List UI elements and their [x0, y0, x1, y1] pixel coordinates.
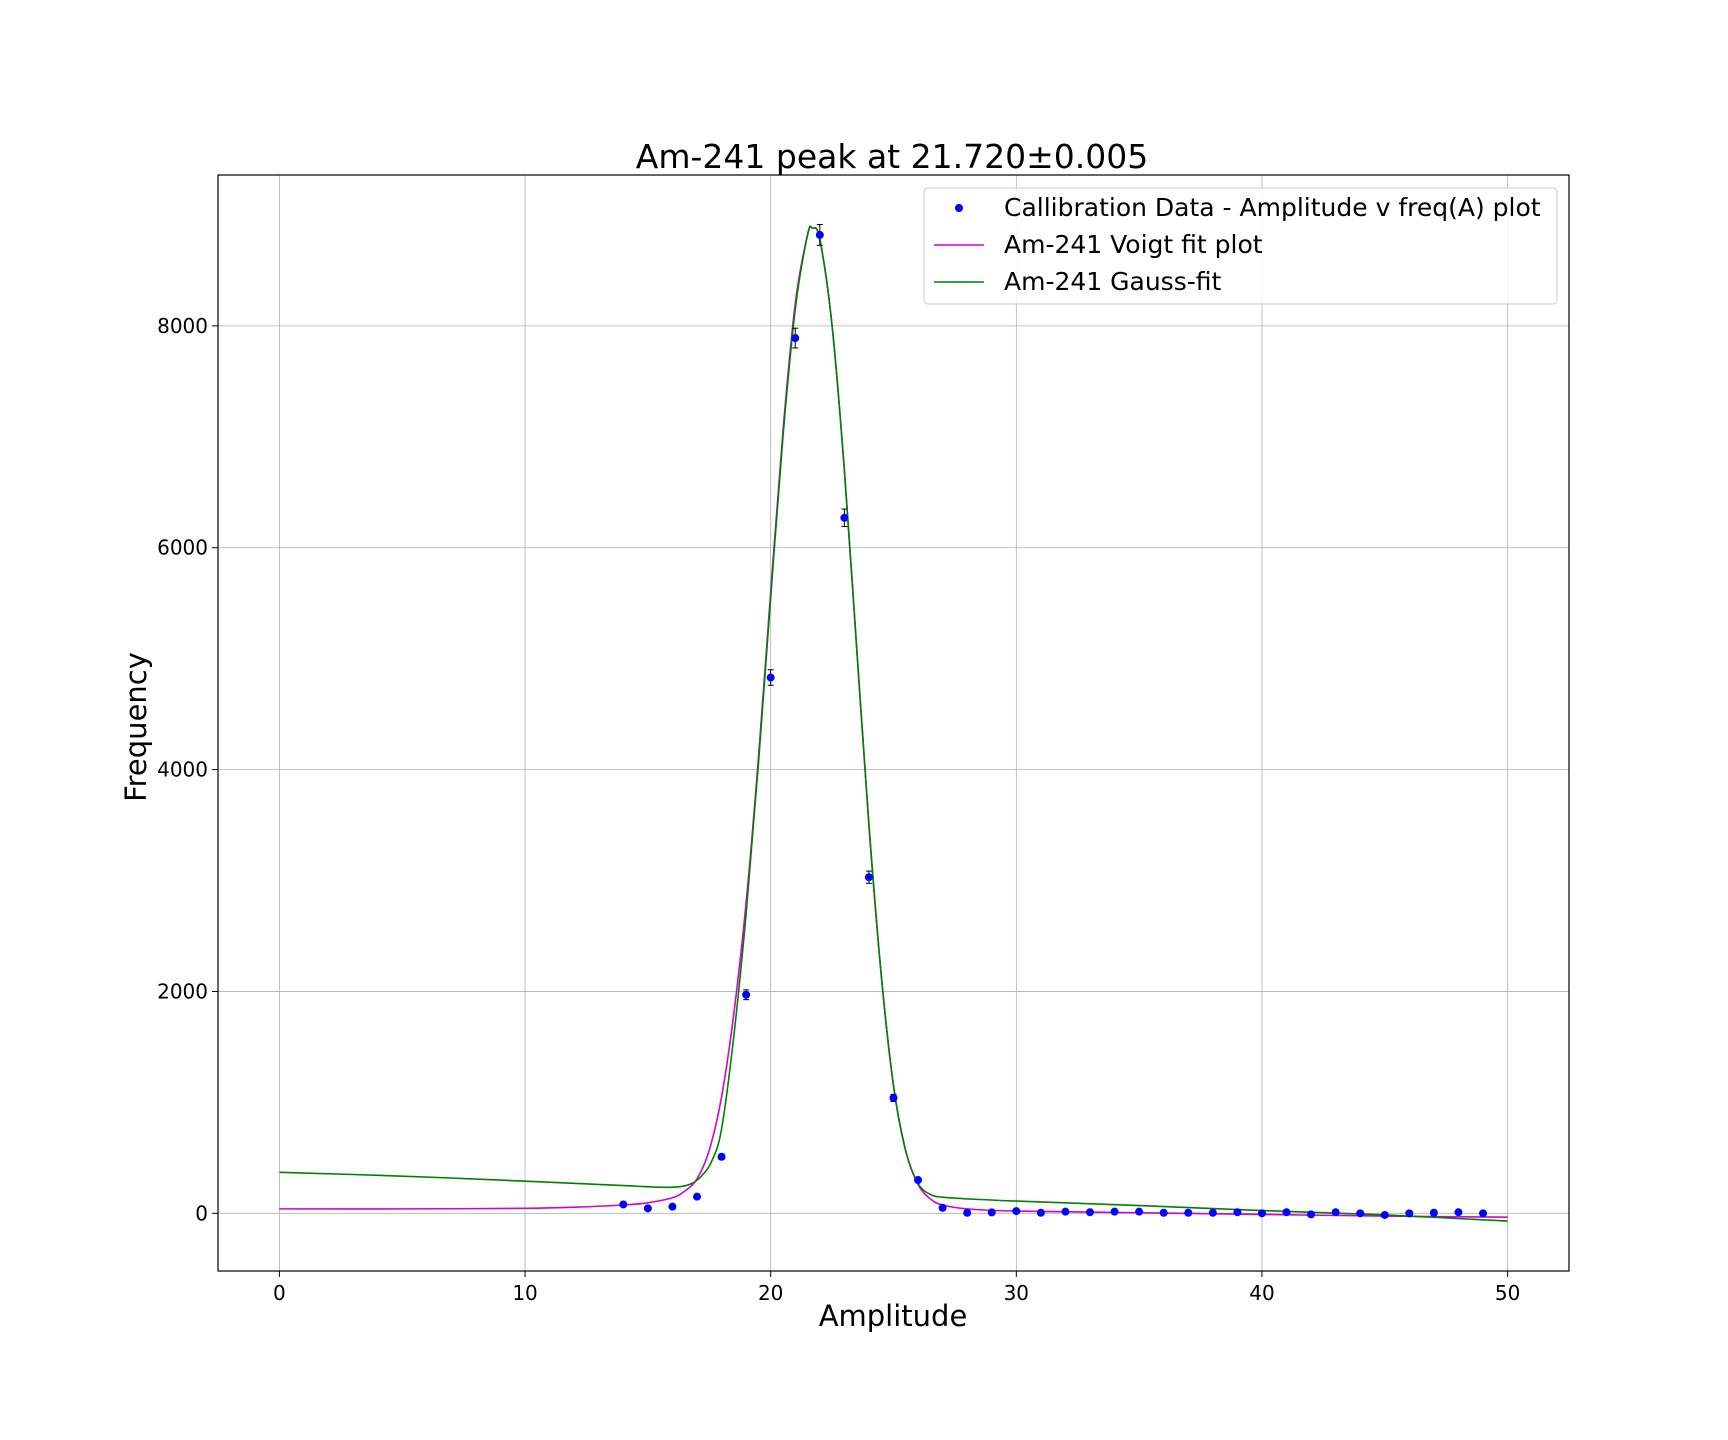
- grid-lines: [218, 175, 1569, 1271]
- data-point: [717, 1152, 726, 1161]
- data-point: [1282, 1208, 1291, 1217]
- data-point: [1405, 1209, 1414, 1218]
- fit-line: [279, 225, 1508, 1222]
- legend-box: [923, 187, 1558, 305]
- data-point: [864, 873, 873, 882]
- data-point: [1429, 1208, 1438, 1217]
- data-point: [889, 1093, 898, 1102]
- data-point: [1135, 1207, 1144, 1216]
- data-point: [1233, 1208, 1242, 1217]
- y-axis-label: Frequency: [119, 652, 153, 802]
- data-point: [766, 673, 775, 682]
- data-point: [643, 1204, 652, 1213]
- data-point: [1380, 1210, 1389, 1219]
- y-tick-label: 2000: [157, 979, 208, 1003]
- x-axis-label: Amplitude: [819, 1299, 968, 1333]
- data-point: [1479, 1209, 1488, 1218]
- data-point: [1036, 1208, 1045, 1217]
- fit-curves: [279, 225, 1508, 1222]
- y-tick-label: 0: [195, 1201, 208, 1225]
- y-tick-label: 8000: [157, 314, 208, 338]
- data-points: [619, 223, 1488, 1219]
- data-point: [1356, 1209, 1365, 1218]
- data-point: [1086, 1208, 1095, 1217]
- x-tick-label: 10: [512, 1281, 537, 1305]
- fit-line: [279, 225, 1508, 1218]
- data-point: [987, 1208, 996, 1217]
- data-point: [619, 1200, 628, 1209]
- data-point: [1012, 1207, 1021, 1216]
- legend-marker-data: [955, 204, 963, 212]
- data-point: [963, 1208, 972, 1217]
- data-point: [1184, 1208, 1193, 1217]
- x-tick-label: 40: [1249, 1281, 1274, 1305]
- x-tick-label: 30: [1004, 1281, 1029, 1305]
- data-point: [1208, 1208, 1217, 1217]
- x-tick-label: 20: [758, 1281, 783, 1305]
- legend: Callibration Data - Amplitude v freq(A) …: [923, 187, 1558, 305]
- y-tick-label: 6000: [157, 536, 208, 560]
- legend-label-data: Callibration Data - Amplitude v freq(A) …: [1004, 193, 1541, 222]
- data-point: [840, 513, 849, 522]
- data-point: [1307, 1210, 1316, 1219]
- x-axis: 0 10 20 30 40 50: [273, 1271, 1520, 1305]
- chart-title: Am-241 peak at 21.720±0.005: [636, 137, 1148, 176]
- y-axis: 0 2000 4000 6000 8000: [157, 314, 218, 1225]
- data-point: [668, 1202, 677, 1211]
- data-point: [1257, 1209, 1266, 1218]
- x-tick-label: 0: [273, 1281, 286, 1305]
- data-point: [815, 230, 824, 239]
- data-point: [1454, 1208, 1463, 1217]
- plot-frame: [217, 174, 1570, 1272]
- data-point: [742, 990, 751, 999]
- data-point: [938, 1203, 947, 1212]
- y-tick-label: 4000: [157, 758, 208, 782]
- data-point: [1110, 1207, 1119, 1216]
- data-point: [1331, 1208, 1340, 1217]
- legend-label-gauss: Am-241 Gauss-fit: [1004, 267, 1221, 296]
- data-point: [1159, 1208, 1168, 1217]
- data-point: [692, 1192, 701, 1201]
- legend-label-voigt: Am-241 Voigt fit plot: [1004, 230, 1263, 259]
- data-point: [1061, 1207, 1070, 1216]
- data-point: [791, 334, 800, 343]
- x-tick-label: 50: [1495, 1281, 1520, 1305]
- data-point: [914, 1176, 923, 1185]
